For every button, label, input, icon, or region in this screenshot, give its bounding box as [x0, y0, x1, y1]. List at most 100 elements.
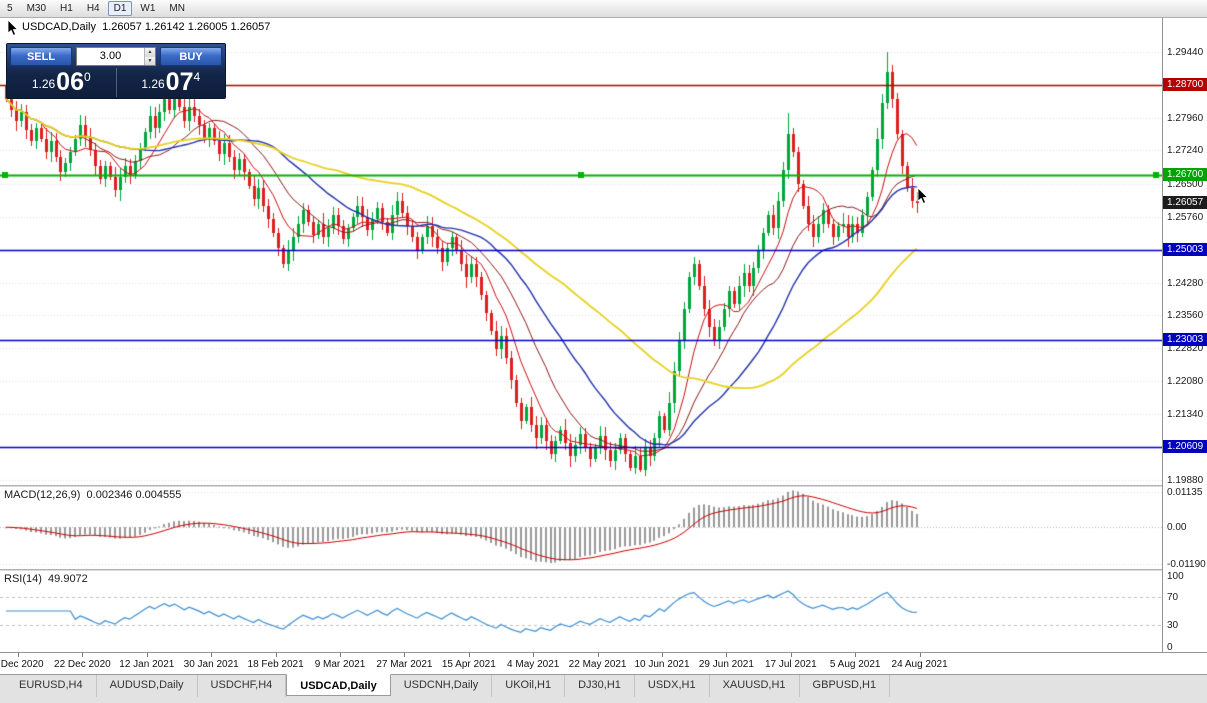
sell-price[interactable]: 1.26 06 0 [7, 68, 116, 97]
time-axis-label: 22 Dec 2020 [54, 659, 111, 670]
macd-indicator-pane[interactable] [0, 487, 1162, 569]
price-axis-label: 1.21340 [1167, 409, 1204, 421]
timeframe-button-H4[interactable]: H4 [86, 3, 100, 14]
time-tick [340, 653, 341, 657]
time-axis-label: 15 Apr 2021 [441, 659, 496, 670]
price-axis-macd: 0.01135 0.00 -0.01190 [1163, 487, 1207, 570]
sell-button[interactable]: SELL [10, 47, 72, 66]
price-axis-label: 1.19880 [1167, 474, 1204, 486]
price-axis-label: 1.26500 [1167, 178, 1204, 190]
time-tick [533, 653, 535, 657]
volume-down-icon[interactable]: ▼ [145, 56, 155, 65]
buy-price-sup: 4 [193, 70, 201, 84]
time-axis-label: 24 Aug 2021 [891, 659, 948, 670]
price-badge-1-20609: 1.20609 [1163, 440, 1207, 454]
time-tick [404, 653, 406, 657]
price-axis-label: 1.22080 [1167, 376, 1204, 388]
chart-tab-AUDUSD-Daily[interactable]: AUDUSD,Daily [97, 675, 198, 697]
price-badge-1-28700: 1.28700 [1163, 78, 1207, 92]
rsi-label: RSI(14) 49.9072 [4, 573, 88, 585]
time-axis-label: 17 Jul 2021 [764, 659, 817, 670]
time-tick [790, 653, 792, 657]
volume-field[interactable]: 3.00 ▲ ▼ [76, 47, 156, 66]
chart-tab-USDCHF-H4[interactable]: USDCHF,H4 [198, 675, 287, 697]
rsi-name: RSI(14) [4, 573, 42, 585]
volume-up-icon[interactable]: ▲ [145, 48, 155, 57]
chart-tab-USDCAD-Daily[interactable]: USDCAD,Daily [286, 674, 391, 696]
macd-axis-label: 0.01135 [1167, 487, 1203, 499]
chart-tab-GBPUSD-H1[interactable]: GBPUSD,H1 [800, 675, 891, 697]
time-axis-label: 4 May 2021 [507, 659, 560, 670]
rsi-axis-label: 70 [1167, 591, 1179, 603]
chart-tab-USDX-H1[interactable]: USDX,H1 [635, 675, 710, 697]
rsi-indicator-pane[interactable] [0, 571, 1162, 652]
volume-value[interactable]: 3.00 [99, 50, 122, 62]
buy-price[interactable]: 1.26 07 4 [115, 68, 226, 97]
chart-region: 1.29440 1.27960 1.27240 1.26500 1.25760 1.242… [0, 18, 1207, 703]
chart-ohlc-values: 1.26057 1.26142 1.26005 1.26057 [102, 21, 271, 33]
time-axis-label: 3 Dec 2020 [0, 659, 44, 670]
price-badge-1-26700: 1.26700 [1163, 167, 1207, 181]
macd-values: 0.002346 0.004555 [86, 489, 182, 501]
time-tick [211, 653, 213, 657]
chart-tab-USDCNH-Daily[interactable]: USDCNH,Daily [391, 675, 493, 697]
time-axis-label: 18 Feb 2021 [247, 659, 304, 670]
time-tick [275, 653, 277, 657]
price-axis-label: 1.23560 [1167, 310, 1204, 322]
chart-tab-XAUUSD-H1[interactable]: XAUUSD,H1 [710, 675, 800, 697]
price-axis-label: 1.22820 [1167, 343, 1204, 355]
timeframe-button-W1[interactable]: W1 [140, 3, 156, 14]
rsi-value: 49.9072 [48, 573, 88, 585]
time-axis-label: 29 Jun 2021 [698, 659, 754, 670]
rsi-axis-label: 0 [1167, 642, 1173, 653]
macd-name: MACD(12,26,9) [4, 489, 81, 501]
timeframe-toolbar: 5 M30 H1 H4 D1 W1 MN [0, 0, 1207, 18]
rsi-axis-label: 30 [1167, 620, 1179, 632]
chart-tab-EURUSD-H4[interactable]: EURUSD,H4 [6, 675, 97, 697]
timeframe-button-M30[interactable]: M30 [26, 3, 47, 14]
price-axis-rsi: 100 70 30 0 [1163, 571, 1207, 653]
chart-tab-UKOil-H1[interactable]: UKOil,H1 [492, 675, 566, 697]
chart-tab-DJ30-H1[interactable]: DJ30,H1 [565, 675, 635, 697]
time-tick [18, 653, 19, 657]
price-badge-1-26057: 1.26057 [1163, 196, 1207, 210]
price-badge-1-23003: 1.23003 [1163, 332, 1207, 346]
time-axis-label: 9 Mar 2021 [314, 659, 366, 670]
timeframe-button-D1[interactable]: D1 [107, 1, 133, 16]
buy-price-big: 07 [165, 68, 194, 96]
trade-panel-controls: SELL 3.00 ▲ ▼ BUY [7, 44, 225, 68]
time-tick [146, 653, 148, 657]
sell-price-big: 06 [56, 68, 84, 96]
chart-title: USDCAD,Daily 1.26057 1.26142 1.26005 1.2… [22, 21, 270, 33]
volume-stepper: ▲ ▼ [144, 48, 155, 65]
pane-separator[interactable] [0, 485, 1207, 487]
time-axis-label: 12 Jan 2021 [119, 659, 175, 670]
timeframe-button-5[interactable]: 5 [7, 3, 13, 14]
price-axis-label: 1.24280 [1167, 277, 1204, 289]
time-axis-label: 10 Jun 2021 [634, 659, 690, 670]
time-axis-label: 30 Jan 2021 [183, 659, 239, 670]
time-tick [855, 653, 857, 657]
time-axis-label: 22 May 2021 [568, 659, 627, 670]
one-click-trading-panel: SELL 3.00 ▲ ▼ BUY 1.26 06 0 1.26 [6, 43, 226, 99]
price-axis-label: 1.29440 [1167, 46, 1204, 58]
buy-price-base: 1.26 [141, 77, 165, 91]
price-badge-1-25003: 1.25003 [1163, 243, 1207, 257]
time-axis-label: 5 Aug 2021 [829, 659, 881, 670]
timeframe-button-MN[interactable]: MN [169, 3, 185, 14]
pane-separator[interactable] [0, 569, 1207, 571]
price-axis-main: 1.29440 1.27960 1.27240 1.26500 1.25760 1.242… [1163, 18, 1207, 486]
macd-axis-label: 0.00 [1167, 522, 1187, 534]
timeframe-button-H1[interactable]: H1 [60, 3, 73, 14]
price-axis-label: 1.27960 [1167, 113, 1204, 125]
time-axis[interactable]: 3 Dec 2020 22 Dec 2020 12 Jan 2021 30 Jan 2… [0, 652, 1207, 674]
time-tick [82, 653, 84, 657]
time-axis-label: 27 Mar 2021 [376, 659, 433, 670]
time-tick [597, 653, 599, 657]
rsi-axis-label: 100 [1167, 571, 1184, 582]
chart-tab-bar: EURUSD,H4 AUDUSD,Daily USDCHF,H4 USDCAD,Dai… [0, 674, 1207, 703]
time-tick [468, 653, 470, 657]
buy-button[interactable]: BUY [160, 47, 222, 66]
price-axis[interactable]: 1.29440 1.27960 1.27240 1.26500 1.25760 1.242… [1162, 18, 1207, 653]
